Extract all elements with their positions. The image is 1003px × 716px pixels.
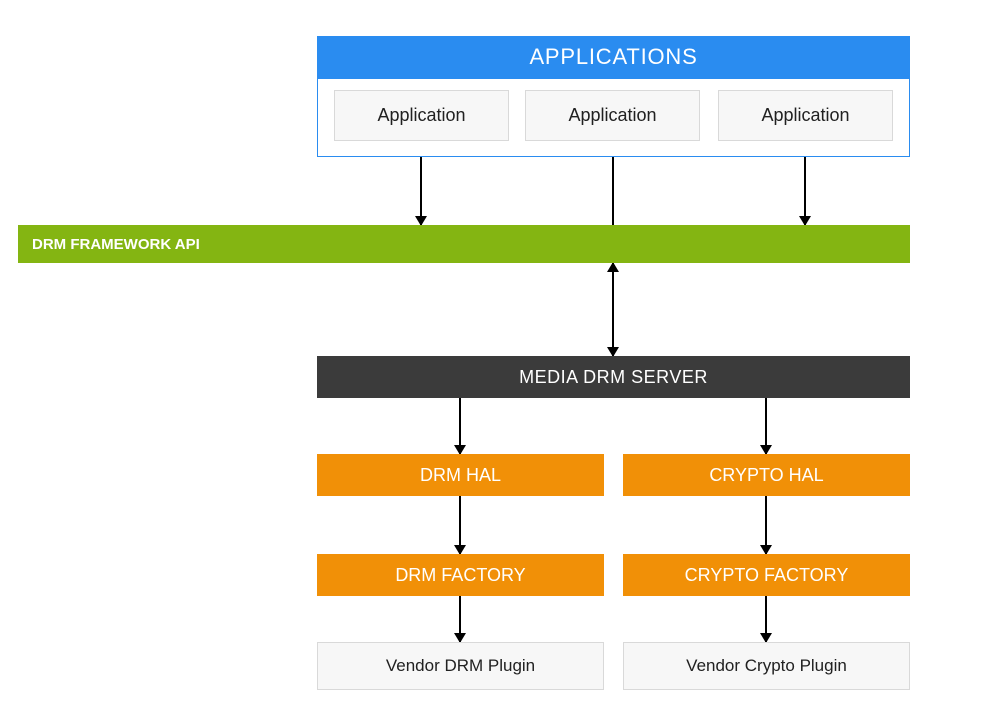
- node-label-apps_header: APPLICATIONS: [529, 44, 697, 70]
- node-label-app3: Application: [761, 105, 849, 126]
- node-label-drm_hal: DRM HAL: [420, 465, 501, 486]
- drm-architecture-diagram: APPLICATIONS Application Application Applic…: [0, 0, 1003, 716]
- node-drm_api: DRM FRAMEWORK API: [18, 225, 910, 263]
- node-drm_factory: DRM FACTORY: [317, 554, 604, 596]
- node-app3: Application: [718, 90, 893, 141]
- node-crypto_factory: CRYPTO FACTORY: [623, 554, 910, 596]
- node-crypto_hal: CRYPTO HAL: [623, 454, 910, 496]
- node-label-crypto_factory: CRYPTO FACTORY: [685, 565, 849, 586]
- node-app2: Application: [525, 90, 700, 141]
- node-apps_header: APPLICATIONS: [317, 36, 910, 78]
- node-label-vendor_drm: Vendor DRM Plugin: [386, 656, 535, 676]
- node-label-app2: Application: [568, 105, 656, 126]
- node-media_server: MEDIA DRM SERVER: [317, 356, 910, 398]
- node-drm_hal: DRM HAL: [317, 454, 604, 496]
- node-label-vendor_crypto: Vendor Crypto Plugin: [686, 656, 847, 676]
- node-vendor_drm: Vendor DRM Plugin: [317, 642, 604, 690]
- node-app1: Application: [334, 90, 509, 141]
- node-label-drm_api: DRM FRAMEWORK API: [32, 236, 200, 253]
- node-label-media_server: MEDIA DRM SERVER: [519, 367, 708, 388]
- node-label-drm_factory: DRM FACTORY: [395, 565, 525, 586]
- node-label-crypto_hal: CRYPTO HAL: [709, 465, 823, 486]
- node-label-app1: Application: [377, 105, 465, 126]
- node-vendor_crypto: Vendor Crypto Plugin: [623, 642, 910, 690]
